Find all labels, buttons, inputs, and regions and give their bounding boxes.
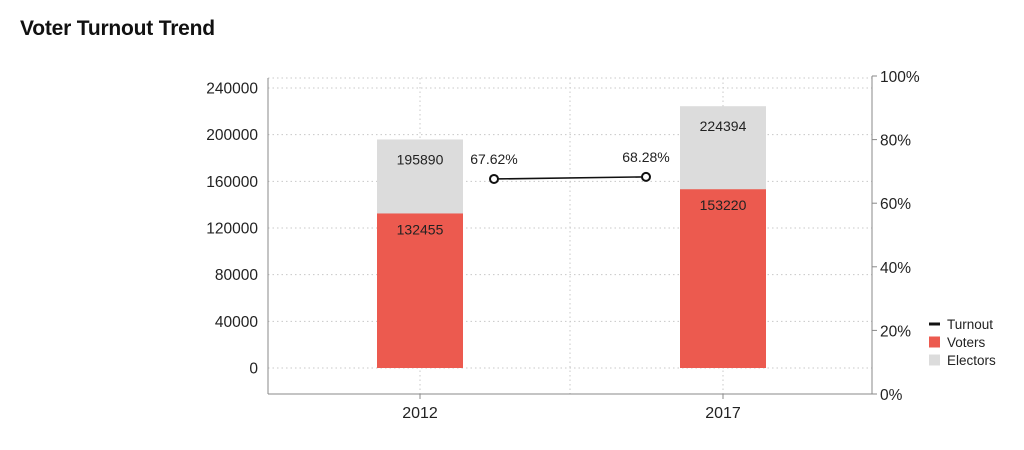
y-tick-label: 120000 xyxy=(206,221,258,238)
y-tick-label: 0 xyxy=(249,361,258,378)
chart-title: Voter Turnout Trend xyxy=(20,17,215,40)
data-label-turnout: 67.62% xyxy=(470,151,517,167)
legend-label: Turnout xyxy=(947,317,993,332)
legend-label: Electors xyxy=(947,353,996,368)
y-tick-label: 200000 xyxy=(206,127,258,144)
data-label-voters: 153220 xyxy=(700,197,747,213)
y2-tick-label: 20% xyxy=(880,323,911,340)
y-tick-label: 160000 xyxy=(206,174,258,191)
turnout-point xyxy=(641,171,651,182)
y2-tick-label: 0% xyxy=(880,387,903,404)
tick-labels: 0 40000 80000 120000 160000 200000 240000 0% 20%… xyxy=(206,69,920,422)
legend-marker-voters xyxy=(929,336,940,348)
data-label-electors: 195890 xyxy=(397,151,444,167)
bars xyxy=(377,106,766,368)
axes xyxy=(267,75,877,399)
bar-voters xyxy=(680,189,766,368)
data-label-turnout: 68.28% xyxy=(622,149,669,165)
y-tick-label: 40000 xyxy=(215,314,258,331)
turnout-point xyxy=(489,173,499,184)
legend-marker-electors xyxy=(929,354,940,366)
x-tick-label: 2012 xyxy=(402,405,438,422)
legend: Turnout Voters Electors xyxy=(929,317,996,368)
data-labels: 195890 132455 224394 153220 67.62% 68.28% xyxy=(397,118,747,237)
y-tick-label: 80000 xyxy=(215,267,258,284)
data-label-electors: 224394 xyxy=(700,118,747,134)
x-tick-label: 2017 xyxy=(705,405,741,422)
turnout-line xyxy=(489,171,651,184)
data-label-voters: 132455 xyxy=(397,221,444,237)
turnout-series-line xyxy=(493,176,647,180)
y2-tick-label: 40% xyxy=(880,260,911,277)
bar-voters xyxy=(377,213,463,368)
y2-tick-label: 100% xyxy=(880,69,920,86)
y-tick-label: 240000 xyxy=(206,81,258,98)
y2-tick-label: 60% xyxy=(880,196,911,213)
legend-label: Voters xyxy=(947,335,986,350)
grid-lines xyxy=(268,77,872,394)
y2-tick-label: 80% xyxy=(880,133,911,150)
